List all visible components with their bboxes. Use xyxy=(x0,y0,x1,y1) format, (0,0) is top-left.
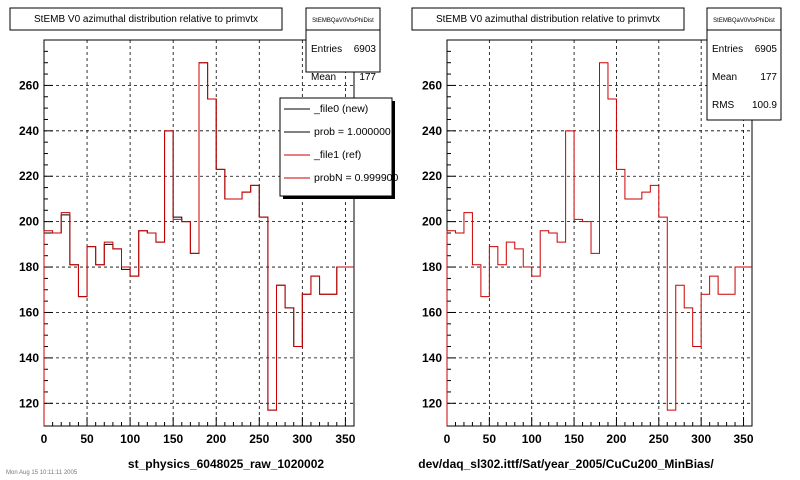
x-tick-label: 250 xyxy=(649,432,669,446)
legend-entry-label: probN = 0.999900 xyxy=(314,172,399,184)
x-tick-label: 100 xyxy=(522,432,542,446)
x-tick-label: 0 xyxy=(41,432,48,446)
footer-label: dev/daq_sl302.ittf/Sat/year_2005/CuCu200… xyxy=(418,457,714,471)
histogram-series-1 xyxy=(446,62,752,426)
title-box xyxy=(9,7,283,31)
y-tick-label: 180 xyxy=(19,260,39,274)
stats-rms-value: 100.9 xyxy=(752,100,777,111)
y-tick-label: 160 xyxy=(422,305,442,319)
stats-mean-label: Mean xyxy=(712,72,737,83)
y-tick-label: 180 xyxy=(422,260,442,274)
stats-mean-label: Mean xyxy=(311,72,336,83)
stats-entries-label: Entries xyxy=(311,44,342,55)
y-tick-label: 240 xyxy=(19,124,39,138)
x-tick-label: 0 xyxy=(444,432,451,446)
histogram-series-2 xyxy=(43,62,354,426)
x-tick-label: 100 xyxy=(120,432,140,446)
y-tick-label: 240 xyxy=(422,124,442,138)
y-tick-label: 220 xyxy=(422,169,442,183)
footer-label: st_physics_6048025_raw_1020002 xyxy=(128,457,324,471)
y-tick-label: 160 xyxy=(19,305,39,319)
legend-entry-label: prob = 1.000000 xyxy=(314,126,391,138)
histogram-panel-1: 0 50 100 150 200 250 300 350 120 140 160 180 200 220 2… xyxy=(9,7,399,471)
x-tick-label: 350 xyxy=(335,432,355,446)
y-tick-label: 120 xyxy=(19,396,39,410)
stats-box xyxy=(706,7,782,121)
stats-mean-value: 177 xyxy=(760,72,777,83)
chart-title: StEMB V0 azimuthal distribution relative… xyxy=(436,14,660,25)
y-tick-label: 140 xyxy=(19,351,39,365)
timestamp-note: Mon Aug 15 10:11:11 2005 xyxy=(6,470,78,476)
y-tick-label: 260 xyxy=(19,78,39,92)
stats-box xyxy=(305,7,381,73)
legend-entry-label: _file0 (new) xyxy=(313,103,368,115)
x-tick-label: 150 xyxy=(564,432,584,446)
y-tick-label: 260 xyxy=(422,78,442,92)
y-tick-label: 200 xyxy=(422,215,442,229)
title-box xyxy=(411,7,685,31)
x-tick-label: 200 xyxy=(606,432,626,446)
y-tick-label: 140 xyxy=(422,351,442,365)
stats-mean-value: 177 xyxy=(359,72,376,83)
x-tick-label: 300 xyxy=(691,432,711,446)
legend-entry-label: _file1 (ref) xyxy=(313,149,361,161)
chart-title: StEMB V0 azimuthal distribution relative… xyxy=(34,14,258,25)
stats-title: StEMBQaV0VtxPhiDist xyxy=(713,18,775,24)
x-tick-label: 50 xyxy=(483,432,497,446)
x-tick-label: 50 xyxy=(80,432,94,446)
y-tick-label: 120 xyxy=(422,396,442,410)
histogram-panel-2: 0 50 100 150 200 250 300 350 120 140 160 180 200 220 2… xyxy=(411,7,782,471)
stats-title: StEMBQaV0VtxPhiDist xyxy=(312,18,374,24)
legend-box xyxy=(279,97,393,197)
stats-entries-value: 6903 xyxy=(354,44,377,55)
stats-entries-label: Entries xyxy=(712,44,743,55)
y-tick-label: 200 xyxy=(19,215,39,229)
x-tick-label: 300 xyxy=(292,432,312,446)
x-tick-label: 350 xyxy=(734,432,754,446)
stats-rms-label: RMS xyxy=(712,100,735,111)
stats-entries-value: 6905 xyxy=(755,44,778,55)
x-tick-label: 200 xyxy=(206,432,226,446)
y-tick-label: 220 xyxy=(19,169,39,183)
x-tick-label: 150 xyxy=(163,432,183,446)
legend-entries: _file0 (new) prob = 1.000000 _file1 (ref) p… xyxy=(284,103,399,184)
x-tick-label: 250 xyxy=(249,432,269,446)
